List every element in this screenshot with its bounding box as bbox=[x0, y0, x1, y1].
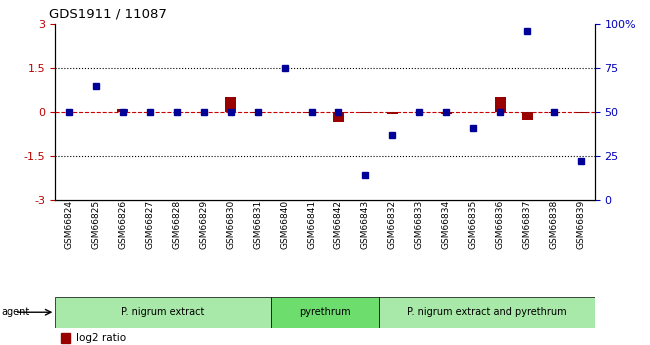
Text: pyrethrum: pyrethrum bbox=[299, 307, 351, 317]
Bar bbox=[306, 112, 317, 113]
Text: P. nigrum extract and pyrethrum: P. nigrum extract and pyrethrum bbox=[407, 307, 567, 317]
Text: GSM66843: GSM66843 bbox=[361, 200, 370, 249]
Text: GSM66826: GSM66826 bbox=[118, 200, 127, 249]
Text: GSM66834: GSM66834 bbox=[442, 200, 451, 249]
Text: log2 ratio: log2 ratio bbox=[76, 333, 126, 343]
Text: GSM66837: GSM66837 bbox=[523, 200, 532, 249]
Text: GSM66836: GSM66836 bbox=[496, 200, 505, 249]
Bar bbox=[271, 297, 379, 328]
Bar bbox=[117, 109, 128, 112]
Text: GSM66828: GSM66828 bbox=[172, 200, 181, 249]
Bar bbox=[441, 112, 452, 114]
Text: GSM66833: GSM66833 bbox=[415, 200, 424, 249]
Text: GSM66835: GSM66835 bbox=[469, 200, 478, 249]
Bar bbox=[522, 112, 533, 120]
Text: GSM66838: GSM66838 bbox=[550, 200, 559, 249]
Bar bbox=[379, 297, 595, 328]
Text: GSM66839: GSM66839 bbox=[577, 200, 586, 249]
Text: GSM66840: GSM66840 bbox=[280, 200, 289, 249]
Text: agent: agent bbox=[1, 307, 29, 317]
Text: GSM66832: GSM66832 bbox=[388, 200, 397, 249]
Bar bbox=[60, 333, 70, 343]
Text: GSM66824: GSM66824 bbox=[64, 200, 73, 249]
Bar bbox=[252, 112, 263, 113]
Bar bbox=[495, 97, 506, 112]
Text: P. nigrum extract: P. nigrum extract bbox=[122, 307, 205, 317]
Bar bbox=[333, 112, 344, 121]
Text: GDS1911 / 11087: GDS1911 / 11087 bbox=[49, 8, 166, 21]
Text: GSM66842: GSM66842 bbox=[334, 200, 343, 249]
Bar bbox=[576, 112, 587, 113]
Text: GSM66841: GSM66841 bbox=[307, 200, 316, 249]
Bar bbox=[387, 112, 398, 115]
Text: GSM66827: GSM66827 bbox=[145, 200, 154, 249]
Text: GSM66829: GSM66829 bbox=[199, 200, 208, 249]
Bar bbox=[55, 297, 271, 328]
Text: GSM66830: GSM66830 bbox=[226, 200, 235, 249]
Text: GSM66825: GSM66825 bbox=[91, 200, 100, 249]
Text: GSM66831: GSM66831 bbox=[253, 200, 262, 249]
Bar bbox=[549, 112, 560, 113]
Bar bbox=[225, 97, 236, 112]
Bar bbox=[360, 112, 371, 113]
